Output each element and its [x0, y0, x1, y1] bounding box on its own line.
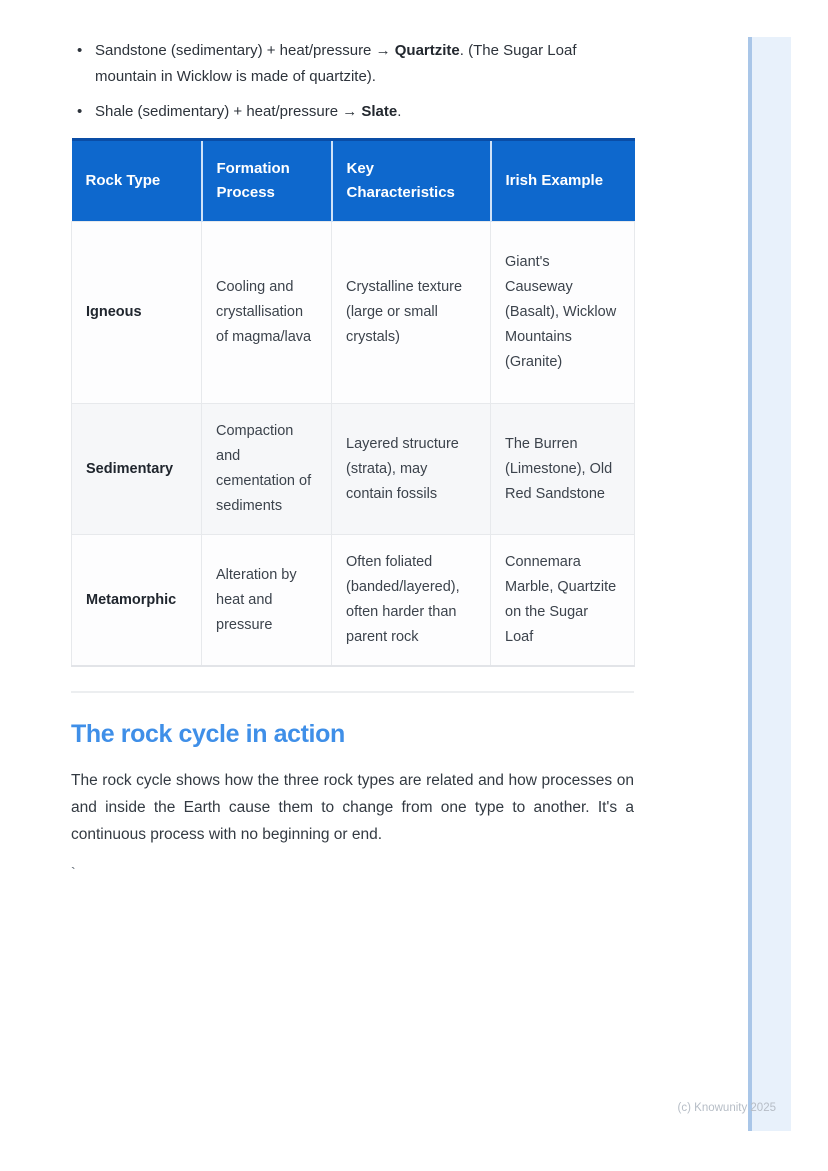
cell-key-characteristics: Crystalline texture (large or small crys…: [331, 221, 491, 404]
document-page: • Sandstone (sedimentary) + heat/pressur…: [71, 0, 635, 880]
cell-irish-example: Connemara Marble, Quartzite on the Sugar…: [490, 534, 635, 667]
cell-rock-type: Sedimentary: [71, 403, 202, 535]
bullet-text: Sandstone (sedimentary) + heat/pressure …: [95, 42, 577, 85]
bullet-item-quartzite: • Sandstone (sedimentary) + heat/pressur…: [71, 38, 634, 90]
cell-irish-example: The Burren (Limestone), Old Red Sandston…: [490, 403, 635, 535]
column-header-formation-process: Formation Process: [201, 138, 333, 222]
section-divider: [71, 691, 634, 693]
cell-key-characteristics: Layered structure (strata), may contain …: [331, 403, 491, 535]
bullet-icon: •: [77, 103, 83, 120]
bullet-list: • Sandstone (sedimentary) + heat/pressur…: [71, 0, 634, 125]
cell-rock-type: Igneous: [71, 221, 202, 404]
bullet-icon: •: [77, 42, 83, 59]
body-paragraph: The rock cycle shows how the three rock …: [71, 772, 634, 843]
table-row-igneous: Igneous Cooling and crystallisation of m…: [71, 221, 635, 404]
column-header-key-characteristics: Key Characteristics: [331, 138, 492, 222]
table-header-row: Rock Type Formation Process Key Characte…: [71, 138, 635, 222]
cell-formation-process: Cooling and crystallisation of magma/lav…: [201, 221, 332, 404]
rock-types-table: Rock Type Formation Process Key Characte…: [71, 138, 635, 667]
cell-key-characteristics: Often foliated (banded/layered), often h…: [331, 534, 491, 667]
cell-irish-example: Giant's Causeway (Basalt), Wicklow Mount…: [490, 221, 635, 404]
table-row-metamorphic: Metamorphic Alteration by heat and press…: [71, 534, 635, 667]
cell-rock-type: Metamorphic: [71, 534, 202, 667]
stray-backtick-character: `: [71, 864, 76, 880]
cell-formation-process: Compaction and cementation of sediments: [201, 403, 332, 535]
page-edge-bar: [748, 37, 791, 1131]
column-header-rock-type: Rock Type: [71, 138, 203, 222]
column-header-irish-example: Irish Example: [490, 138, 635, 222]
cell-formation-process: Alteration by heat and pressure: [201, 534, 332, 667]
footer-credit: (c) Knowunity 2025: [677, 1102, 776, 1114]
table-row-sedimentary: Sedimentary Compaction and cementation o…: [71, 403, 635, 535]
section-heading: The rock cycle in action: [71, 720, 345, 748]
bullet-text: Shale (sedimentary) + heat/pressure → Sl…: [95, 103, 402, 120]
bullet-item-slate: • Shale (sedimentary) + heat/pressure → …: [71, 99, 634, 125]
